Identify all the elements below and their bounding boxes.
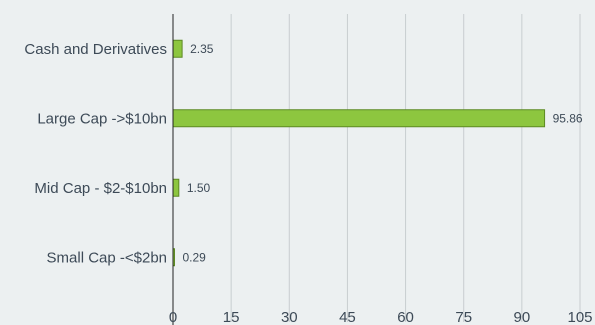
category-label: Mid Cap - $2-$10bn bbox=[34, 180, 167, 197]
x-tick-label: 45 bbox=[339, 309, 356, 325]
x-tick-label: 15 bbox=[223, 309, 240, 325]
grid-lines bbox=[230, 14, 581, 322]
x-tick-label: 30 bbox=[281, 309, 298, 325]
bar bbox=[172, 39, 183, 58]
bar bbox=[172, 178, 180, 197]
data-labels: 2.35 95.86 1.50 0.29 bbox=[183, 42, 583, 265]
x-tick-label: 90 bbox=[514, 309, 531, 325]
x-tick-label: 105 bbox=[567, 309, 592, 325]
data-label: 2.35 bbox=[190, 42, 214, 56]
data-label: 95.86 bbox=[553, 111, 583, 125]
bars bbox=[172, 39, 546, 267]
category-label: Large Cap ->$10bn bbox=[37, 110, 167, 127]
bar bbox=[172, 109, 546, 128]
data-label: 1.50 bbox=[187, 181, 211, 195]
x-tick-labels: 0 15 30 45 60 75 90 105 bbox=[169, 309, 593, 325]
category-labels: Cash and Derivatives Large Cap ->$10bn Mid… bbox=[24, 41, 167, 267]
x-tick-label: 0 bbox=[169, 309, 177, 325]
x-tick-label: 75 bbox=[455, 309, 472, 325]
category-label: Small Cap -<$2bn bbox=[47, 249, 167, 266]
data-label: 0.29 bbox=[183, 250, 207, 264]
x-tick-label: 60 bbox=[397, 309, 414, 325]
category-label: Cash and Derivatives bbox=[24, 41, 167, 58]
